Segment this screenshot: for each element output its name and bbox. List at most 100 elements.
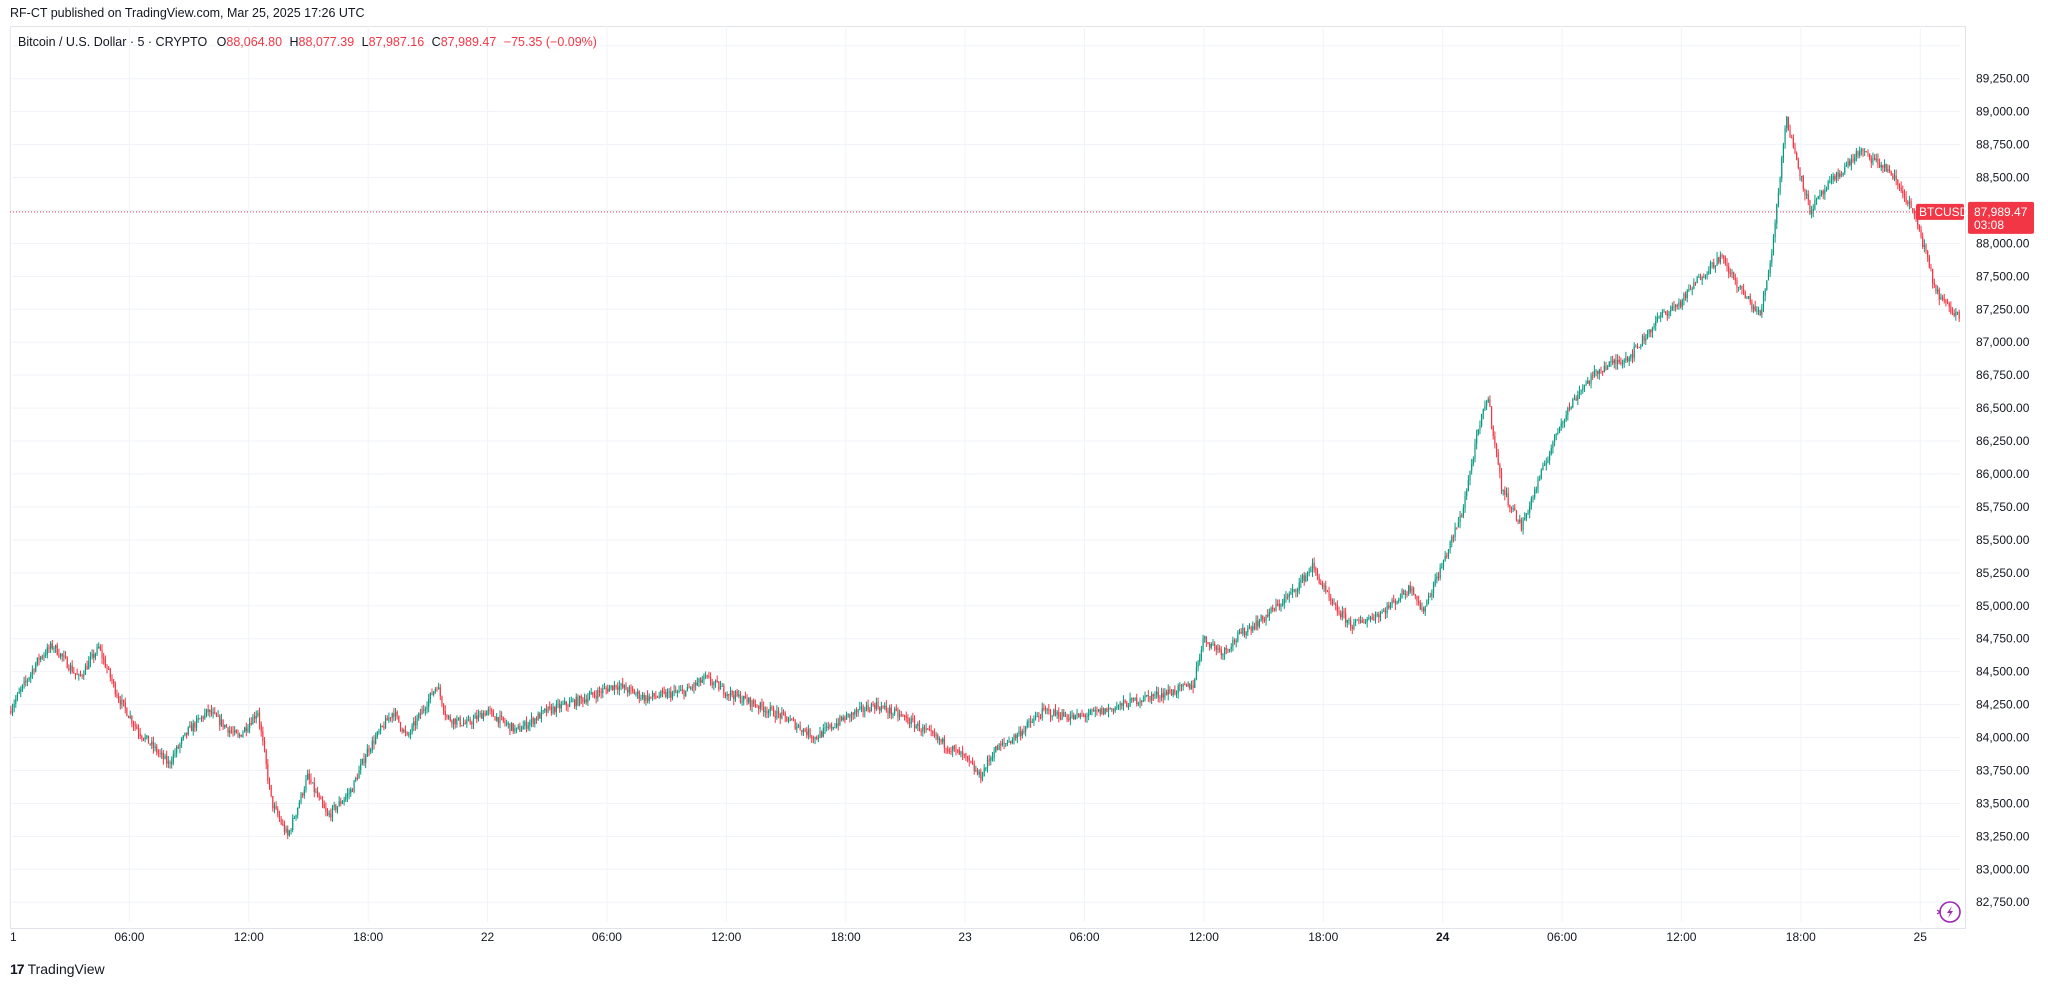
lightning-icon[interactable] <box>1936 901 1961 923</box>
candle-body <box>920 730 922 732</box>
candle-body <box>880 706 882 711</box>
candle-body <box>1693 282 1695 289</box>
candle-body <box>1418 600 1420 603</box>
candle-body <box>195 718 198 728</box>
candle-body <box>1557 432 1559 434</box>
candle-body <box>1519 519 1521 522</box>
candle-body <box>565 701 567 706</box>
candle-body <box>1854 157 1856 162</box>
tradingview-footer[interactable]: 17 TradingView <box>10 961 105 977</box>
candle-body <box>333 805 335 807</box>
time-axis[interactable]: 1 06:00 12:00 18:00 22 06:00 12:00 18:00 23 06:00… <box>10 930 1927 944</box>
candle-body <box>849 713 851 718</box>
candle-body <box>1827 181 1829 190</box>
candle-body <box>232 731 234 733</box>
candle-body <box>791 719 793 721</box>
candle-body <box>1413 588 1415 595</box>
candle-body <box>1184 684 1186 686</box>
candle-body <box>678 690 680 692</box>
candle-body <box>1883 163 1886 168</box>
candle-body <box>338 801 340 807</box>
candle-body <box>1893 175 1896 179</box>
candle-body <box>1293 589 1295 591</box>
candle-body <box>817 738 819 740</box>
candle-body <box>1091 710 1093 712</box>
candle-body <box>315 791 317 793</box>
candle-body <box>1028 721 1030 723</box>
candle-body <box>975 770 977 772</box>
candle-body <box>1008 741 1010 743</box>
candle-body <box>1524 518 1526 520</box>
candle-body <box>655 696 657 698</box>
candle-body <box>239 734 241 736</box>
candle-body <box>986 759 989 768</box>
candle-body <box>613 684 616 690</box>
candle-body <box>812 738 814 740</box>
candle-body <box>1029 721 1032 723</box>
candle-body <box>1933 282 1935 285</box>
candle-body <box>1719 255 1721 263</box>
candle-body <box>139 733 141 736</box>
low-label: L <box>361 35 369 49</box>
candle-body <box>1903 193 1906 197</box>
candle-body <box>686 686 688 691</box>
candle-body <box>789 719 791 721</box>
candle-body <box>103 658 105 660</box>
candle-body <box>215 713 218 717</box>
candle-body <box>318 796 320 798</box>
candle-body <box>840 716 843 721</box>
candle-body <box>496 717 498 721</box>
candle-body <box>356 777 358 779</box>
candle-body <box>537 713 539 721</box>
candle-body <box>177 746 179 749</box>
candle-body <box>685 690 687 697</box>
price-tick-label: 84,250.00 <box>1976 698 2030 712</box>
candle-body <box>477 714 480 720</box>
price-axis[interactable]: 82,750.00 83,000.00 83,250.00 83,500.00 83,7… <box>1976 72 2030 910</box>
candle-body <box>741 700 743 703</box>
candle-body <box>237 733 239 736</box>
candle-body <box>210 709 213 715</box>
candle-body <box>1053 709 1055 717</box>
candle-body <box>1084 715 1086 718</box>
candle-body <box>421 709 423 715</box>
candle-body <box>1149 696 1151 701</box>
candle-body <box>275 806 277 809</box>
candle-body <box>330 813 332 818</box>
candle-body <box>663 691 665 693</box>
candle-body <box>149 743 151 745</box>
candle-body <box>1454 527 1456 537</box>
candle-body <box>1081 714 1083 716</box>
candle-body <box>711 682 713 685</box>
candle-body <box>336 806 339 811</box>
candle-body <box>1162 693 1164 698</box>
candle-body <box>811 737 813 739</box>
time-tick-label: 24 <box>1436 930 1450 944</box>
price-tick-label: 86,750.00 <box>1976 368 2030 382</box>
candle-body <box>666 692 669 697</box>
candle-body <box>1137 703 1139 705</box>
time-tick-label: 18:00 <box>831 930 861 944</box>
candle-body <box>1300 580 1302 583</box>
candle-body <box>971 762 974 765</box>
candle-body <box>1731 271 1733 275</box>
candle-body <box>1494 436 1496 445</box>
candle-body <box>370 749 372 752</box>
candle-body <box>1003 742 1005 744</box>
price-tick-label: 86,250.00 <box>1976 434 2030 448</box>
candle-body <box>622 683 624 688</box>
candle-body <box>1686 290 1688 299</box>
candle-body <box>340 801 342 804</box>
candle-body <box>492 711 494 717</box>
candle-body <box>1482 409 1484 415</box>
symbol-description[interactable]: Bitcoin / U.S. Dollar · 5 · CRYPTO <box>18 35 208 49</box>
candle-body <box>554 706 556 713</box>
candle-body <box>76 674 78 676</box>
price-tick-label: 89,250.00 <box>1976 72 2030 86</box>
candle-body <box>1713 262 1715 268</box>
candle-body <box>981 776 984 780</box>
candle-body <box>1466 490 1468 497</box>
candle-body <box>1376 614 1378 616</box>
candle-body <box>1882 165 1884 168</box>
